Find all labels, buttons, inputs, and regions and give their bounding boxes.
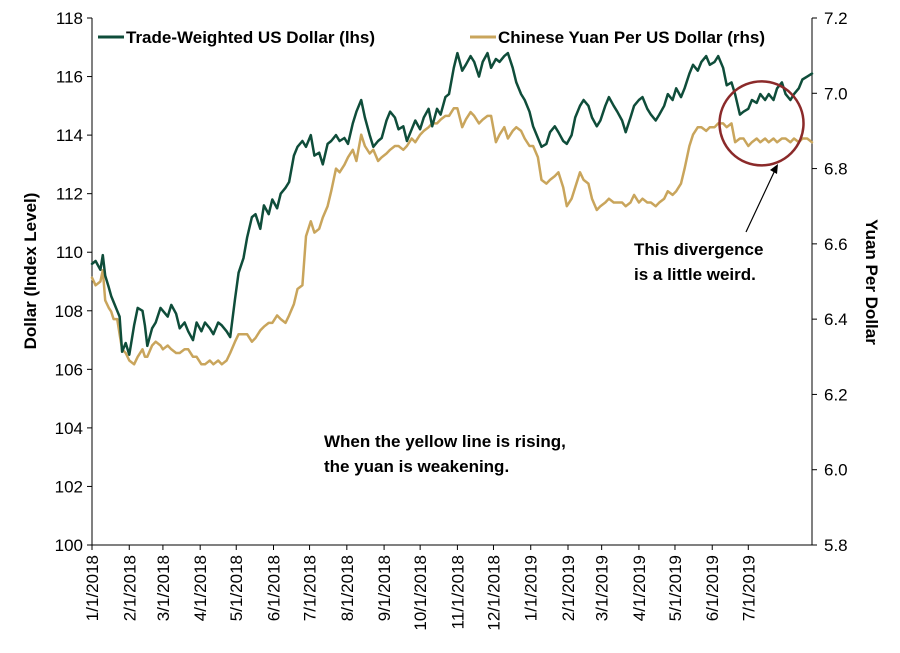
x-tick-label: 5/1/2018 bbox=[227, 555, 246, 621]
left-y-axis: 100 102 104 106 108 110 112 114 116 118 bbox=[55, 9, 92, 555]
right-y-tick-label: 7.2 bbox=[824, 9, 848, 28]
x-tick-label: 4/1/2018 bbox=[191, 555, 210, 621]
annotation-yellow-line-1: When the yellow line is rising, bbox=[324, 432, 566, 451]
legend-label-yuan: Chinese Yuan Per US Dollar (rhs) bbox=[498, 28, 765, 47]
overlay-layer bbox=[718, 80, 805, 233]
right-y-tick-label: 6.8 bbox=[824, 160, 848, 179]
legend-label-dollar: Trade-Weighted US Dollar (lhs) bbox=[126, 28, 375, 47]
x-tick-label: 12/1/2018 bbox=[484, 555, 503, 631]
right-y-tick-label: 6.4 bbox=[824, 310, 848, 329]
x-tick-label: 10/1/2018 bbox=[411, 555, 430, 631]
x-axis: 1/1/2018 2/1/2018 3/1/2018 4/1/2018 5/1/2018… bbox=[83, 545, 758, 631]
right-y-tick-label: 6.6 bbox=[824, 235, 848, 254]
series-layer bbox=[90, 51, 814, 366]
right-y-tick-label: 6.2 bbox=[824, 385, 848, 404]
left-y-tick-label: 110 bbox=[56, 243, 83, 262]
series-line-yuan bbox=[90, 107, 814, 366]
right-y-tick-label: 6.0 bbox=[824, 461, 848, 480]
highlight-circle bbox=[718, 80, 805, 167]
x-tick-label: 5/1/2019 bbox=[666, 555, 685, 621]
left-y-tick-label: 114 bbox=[56, 126, 83, 145]
annotation-divergence-2: is a little weird. bbox=[634, 265, 756, 284]
left-y-tick-label: 104 bbox=[55, 419, 83, 438]
left-y-tick-label: 108 bbox=[55, 302, 83, 321]
annotation-divergence: This divergence is a little weird. bbox=[634, 240, 763, 284]
annotation-yellow-line-2: the yuan is weakening. bbox=[324, 457, 509, 476]
x-tick-label: 11/1/2018 bbox=[448, 555, 467, 629]
x-tick-label: 4/1/2019 bbox=[630, 555, 649, 621]
x-tick-label: 1/1/2018 bbox=[83, 555, 102, 621]
right-axis-title: Yuan Per Dollar bbox=[862, 219, 881, 345]
left-y-tick-label: 118 bbox=[56, 9, 83, 28]
left-y-tick-label: 116 bbox=[56, 68, 83, 87]
annotation-arrow-head bbox=[770, 164, 778, 174]
left-y-tick-label: 100 bbox=[55, 536, 83, 555]
x-tick-label: 2/1/2019 bbox=[559, 555, 578, 621]
x-tick-label: 6/1/2018 bbox=[265, 555, 284, 621]
x-tick-label: 8/1/2018 bbox=[338, 555, 357, 621]
x-tick-label: 9/1/2018 bbox=[375, 555, 394, 621]
annotation-divergence-1: This divergence bbox=[634, 240, 763, 259]
x-tick-label: 3/1/2018 bbox=[154, 555, 173, 621]
right-y-tick-label: 5.8 bbox=[824, 536, 848, 555]
series-line-dollar bbox=[90, 51, 814, 356]
legend: Trade-Weighted US Dollar (lhs) Chinese Y… bbox=[98, 28, 765, 47]
left-y-tick-label: 106 bbox=[55, 360, 83, 379]
x-tick-label: 3/1/2019 bbox=[593, 555, 612, 621]
plot-frame bbox=[91, 18, 813, 546]
left-y-tick-label: 102 bbox=[55, 477, 83, 496]
right-y-tick-label: 7.0 bbox=[824, 84, 848, 103]
left-y-tick-label: 112 bbox=[56, 185, 83, 204]
x-tick-label: 7/1/2019 bbox=[739, 555, 758, 621]
x-tick-label: 1/1/2019 bbox=[522, 555, 541, 621]
annotation-yellow-line: When the yellow line is rising, the yuan… bbox=[324, 432, 566, 476]
x-tick-label: 6/1/2019 bbox=[703, 555, 722, 621]
annotation-arrow-line bbox=[745, 167, 777, 233]
right-y-axis: 5.8 6.0 6.2 6.4 6.6 6.8 7.0 7.2 bbox=[812, 9, 848, 555]
x-tick-label: 2/1/2018 bbox=[120, 555, 139, 621]
x-tick-label: 7/1/2018 bbox=[301, 555, 320, 621]
left-axis-title: Dollar (Index Level) bbox=[21, 193, 40, 350]
